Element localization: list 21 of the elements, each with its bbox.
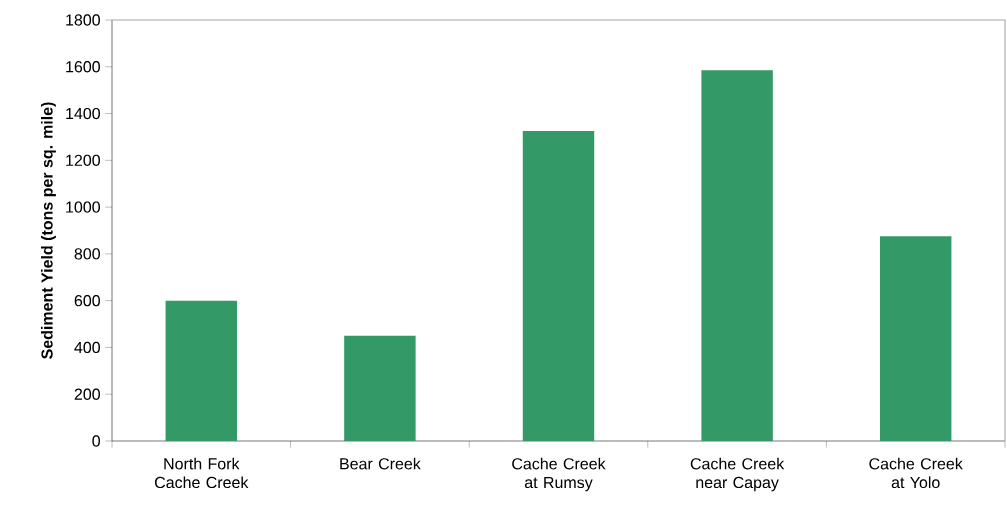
- y-tick-label: 1400: [66, 107, 100, 120]
- y-tick-label: 0: [92, 435, 100, 447]
- y-axis-title: Sediment Yield (tons per sq. mile): [40, 102, 56, 359]
- x-tick-label: North Fork Cache Creek: [154, 457, 249, 489]
- x-tick-label: Bear Creek: [340, 457, 421, 470]
- y-tick-label: 600: [74, 295, 100, 307]
- bar: [879, 236, 952, 441]
- bar: [165, 300, 238, 441]
- y-tick-label: 800: [74, 248, 100, 260]
- bar: [344, 335, 416, 441]
- y-tick-label: 400: [74, 341, 100, 354]
- bar: [522, 131, 595, 441]
- x-tick-label: Cache Creek near Capay: [690, 457, 785, 492]
- y-tick-label: 200: [74, 388, 100, 400]
- y-tick-label: 1800: [66, 14, 100, 26]
- x-tick-label: Cache Creek at Rumsy: [512, 457, 606, 492]
- y-tick-label: 1600: [66, 61, 100, 73]
- y-tick-label: 1000: [66, 201, 100, 213]
- x-tick-label: Cache Creek at Yolo: [869, 457, 963, 489]
- y-tick-label: 1200: [66, 154, 100, 166]
- bar: [701, 70, 773, 441]
